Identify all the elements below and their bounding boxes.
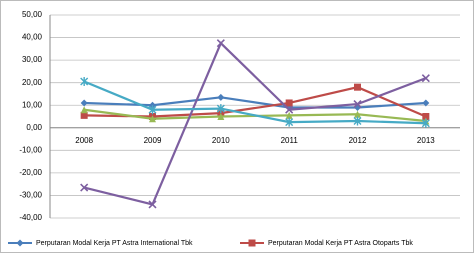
x-tick-label: 2009: [144, 136, 162, 145]
y-tick-label: -10,00: [19, 145, 42, 154]
marker: [216, 39, 225, 48]
y-tick-label: 20,00: [22, 78, 43, 87]
x-tick-label: 2011: [281, 136, 299, 145]
marker: [285, 111, 293, 119]
marker: [353, 100, 362, 109]
y-tick-label: 10,00: [22, 100, 43, 109]
marker: [421, 74, 430, 83]
x-tick-label: 2012: [349, 136, 367, 145]
y-tick-label: 50,00: [22, 10, 43, 19]
marker: [148, 200, 157, 209]
legend-label: Perputaran Modal Kerja PT Astra Otoparts…: [268, 240, 413, 247]
marker: [285, 105, 294, 114]
y-tick-label: 0,00: [26, 123, 42, 132]
y-tick-label: 40,00: [22, 33, 43, 42]
marker: [422, 113, 430, 120]
marker: [217, 113, 225, 120]
y-tick-label: -40,00: [19, 213, 42, 222]
legend-marker: [248, 239, 256, 247]
marker: [149, 101, 156, 109]
y-tick-label: 30,00: [22, 55, 43, 64]
marker: [80, 111, 88, 119]
marker: [80, 99, 88, 107]
marker: [285, 99, 293, 107]
y-tick-label: -30,00: [19, 191, 42, 200]
marker: [422, 99, 430, 107]
series-line: [83, 41, 427, 206]
marker: [354, 83, 361, 91]
marker: [353, 116, 362, 126]
marker: [149, 115, 156, 123]
legend-label: Perputaran Modal Kerja PT Astra Internat…: [36, 240, 193, 247]
marker: [80, 77, 89, 87]
marker: [148, 105, 157, 115]
y-tick-label: -20,00: [19, 168, 42, 177]
marker: [80, 183, 89, 192]
x-tick-label: 2010: [212, 136, 230, 145]
x-tick-label: 2008: [75, 136, 93, 145]
marker: [421, 118, 430, 128]
marker: [80, 106, 88, 114]
x-tick-label: 2013: [417, 136, 435, 145]
legend-marker: [16, 239, 24, 247]
series-line: [83, 80, 426, 125]
marker: [354, 110, 361, 118]
marker: [216, 104, 225, 114]
marker: [217, 93, 225, 101]
marker: [285, 117, 294, 127]
